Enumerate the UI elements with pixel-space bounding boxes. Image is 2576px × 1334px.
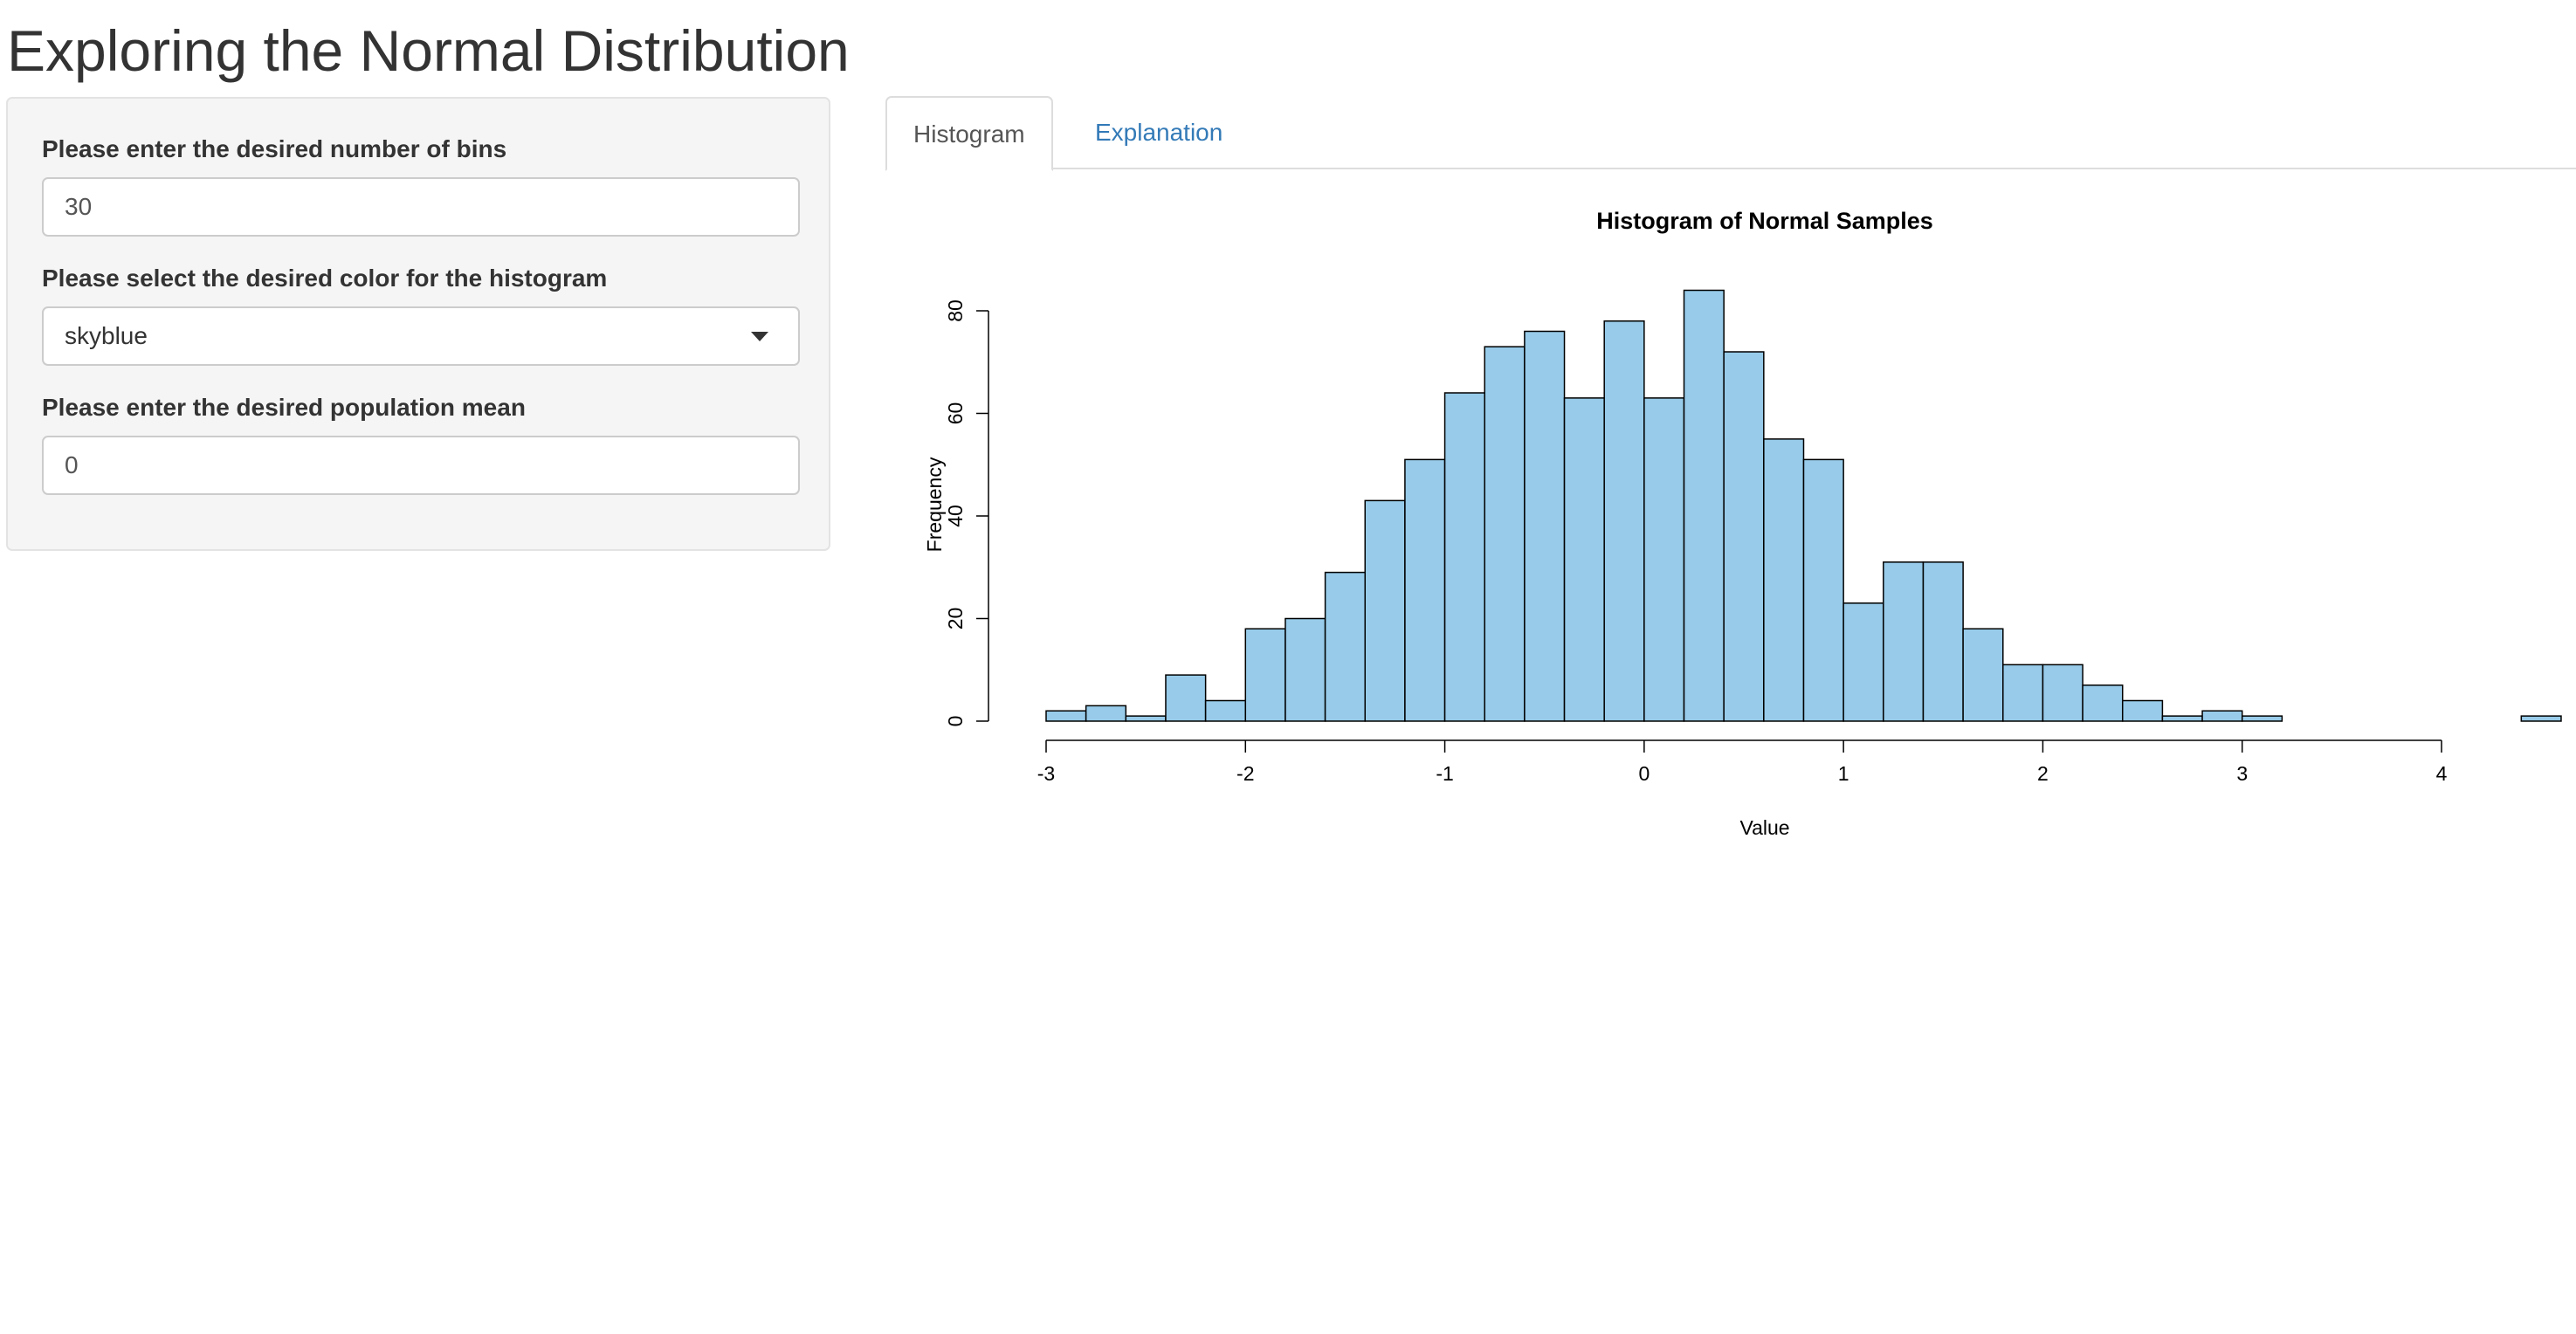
x-tick-label: 4 [2436, 762, 2448, 785]
tab-histogram[interactable]: Histogram [885, 96, 1053, 171]
mean-input[interactable] [42, 436, 800, 495]
histogram-bar [1443, 392, 1485, 722]
tab-bar: Histogram Explanation [885, 96, 2576, 171]
bars-group [1045, 289, 2562, 722]
histogram-bar [2201, 710, 2243, 722]
histogram-chart: Histogram of Normal Samples -3 -2 -1 0 1 2 3 4 … [923, 208, 2562, 839]
histogram-bar [1883, 561, 1925, 722]
sidebar-panel: Please enter the desired number of bins … [6, 97, 830, 551]
color-select-value: skyblue [65, 322, 148, 349]
histogram-bar [1603, 320, 1645, 722]
histogram-bar [1324, 571, 1367, 722]
histogram-bar [2121, 699, 2164, 722]
histogram-bar [1125, 715, 1167, 722]
histogram-bar [2520, 715, 2562, 722]
x-tick-label: 1 [1838, 762, 1849, 785]
color-label: Please select the desired color for the … [42, 265, 608, 292]
y-axis: 0 20 40 60 80 [944, 299, 989, 727]
histogram-bar [1563, 397, 1605, 722]
histogram-bar [2241, 715, 2283, 722]
y-tick-label: 40 [944, 505, 967, 527]
histogram-bar [1244, 628, 1286, 722]
histogram-bar [1683, 289, 1725, 722]
y-tick-label: 0 [944, 716, 967, 727]
chart-title: Histogram of Normal Samples [1596, 208, 1933, 234]
histogram-bar [2161, 715, 2203, 722]
histogram-bar [1643, 397, 1685, 722]
histogram-bar [1723, 351, 1765, 722]
x-axis: -3 -2 -1 0 1 2 3 4 [1037, 739, 2448, 785]
histogram-bar [1763, 438, 1805, 722]
histogram-bar [1404, 458, 1446, 722]
histogram-bar [1285, 617, 1326, 722]
x-tick-label: 3 [2236, 762, 2248, 785]
histogram-bar [2082, 684, 2124, 722]
histogram-bar [2002, 664, 2044, 722]
histogram-bar [1802, 458, 1844, 722]
x-axis-label: Value [1739, 816, 1789, 839]
histogram-bar [1842, 602, 1884, 722]
histogram-bar [1484, 346, 1526, 722]
bins-input[interactable] [42, 177, 800, 237]
histogram-bar [1085, 705, 1127, 722]
y-tick-label: 60 [944, 402, 967, 425]
y-tick-label: 20 [944, 608, 967, 630]
histogram-bar [1962, 628, 2004, 722]
y-axis-label: Frequency [923, 457, 946, 552]
color-select[interactable]: skyblue [42, 306, 800, 366]
bins-label: Please enter the desired number of bins [42, 135, 507, 162]
histogram-bar [1204, 699, 1247, 722]
page-title: Exploring the Normal Distribution [7, 18, 850, 83]
x-tick-label: -3 [1037, 762, 1055, 785]
chevron-down-icon [751, 332, 768, 341]
histogram-bar [1364, 499, 1406, 722]
histogram-bar [1045, 710, 1087, 722]
histogram-bar [1524, 330, 1566, 722]
tab-explanation[interactable]: Explanation [1095, 119, 1223, 146]
histogram-bar [1165, 674, 1207, 722]
y-tick-label: 80 [944, 299, 967, 322]
x-tick-label: -2 [1236, 762, 1254, 785]
histogram-bar [2042, 664, 2084, 722]
x-tick-label: 2 [2037, 762, 2049, 785]
histogram-bar [1922, 561, 1964, 722]
x-tick-label: -1 [1436, 762, 1453, 785]
mean-label: Please enter the desired population mean [42, 394, 526, 421]
x-tick-label: 0 [1638, 762, 1650, 785]
